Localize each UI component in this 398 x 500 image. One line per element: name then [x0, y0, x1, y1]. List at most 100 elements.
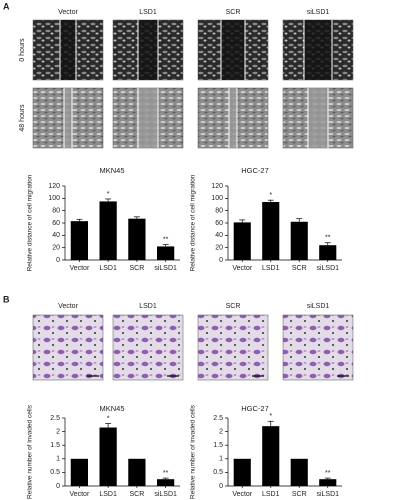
bar [128, 218, 146, 260]
significance-mark: ** [163, 470, 169, 477]
micrograph [197, 314, 269, 381]
wound-gap [221, 20, 245, 80]
x-tick-label: Vector [232, 491, 253, 498]
column-label: SCR [226, 9, 241, 16]
column-label: LSD1 [139, 9, 157, 16]
x-tick-label: Vector [232, 265, 253, 272]
y-tick-label: 2 [56, 428, 60, 435]
y-tick-label: 40 [215, 232, 223, 239]
bar [319, 479, 337, 486]
x-tick-label: LSD1 [99, 491, 117, 498]
chart-title: HGC-27 [241, 404, 269, 413]
x-tick-label: SCR [292, 491, 307, 498]
y-tick-label: 80 [215, 208, 223, 215]
y-tick-label: 1 [56, 456, 60, 463]
y-axis-label: Relative number of invaded cells [27, 404, 34, 499]
panel-label: B [3, 294, 10, 304]
significance-mark: * [107, 191, 110, 198]
significance-mark: * [107, 415, 110, 422]
y-tick-label: 60 [52, 220, 60, 227]
bar [262, 426, 280, 486]
wound-gap [229, 88, 237, 148]
error-bar [105, 423, 112, 428]
bar [99, 201, 117, 260]
y-tick-label: 2.5 [213, 415, 223, 422]
bar [290, 221, 308, 260]
row-label: 0 hours [19, 38, 26, 62]
micrograph [112, 314, 184, 381]
y-tick-label: 120 [48, 183, 60, 190]
y-tick-label: 60 [215, 220, 223, 227]
bar [70, 221, 88, 260]
y-tick-label: 0.5 [50, 469, 60, 476]
x-tick-label: Vector [69, 491, 90, 498]
bar [157, 246, 175, 260]
micrograph [282, 314, 354, 381]
y-tick-label: 1.5 [50, 442, 60, 449]
column-label: siLSD1 [307, 303, 330, 310]
y-tick-label: 0 [56, 257, 60, 264]
column-label: LSD1 [139, 303, 157, 310]
column-label: Vector [58, 9, 79, 16]
bar [233, 222, 251, 260]
chart-title: MKN45 [99, 166, 124, 175]
significance-mark: ** [325, 470, 331, 477]
y-tick-label: 40 [52, 232, 60, 239]
y-tick-label: 1.5 [213, 442, 223, 449]
error-bar [239, 219, 246, 223]
x-tick-label: siLSD1 [316, 491, 339, 498]
y-tick-label: 120 [211, 183, 223, 190]
error-bar [162, 477, 169, 480]
error-bar [105, 198, 112, 202]
x-tick-label: LSD1 [262, 265, 280, 272]
significance-mark: * [269, 413, 272, 420]
chart-title: HGC-27 [241, 166, 269, 175]
error-bar [324, 242, 331, 246]
error-bar [76, 218, 83, 222]
y-tick-label: 100 [48, 195, 60, 202]
bar [290, 458, 308, 486]
bar [70, 458, 88, 486]
y-tick-label: 0 [219, 257, 223, 264]
significance-mark: * [269, 192, 272, 199]
y-tick-label: 100 [211, 195, 223, 202]
column-label: Vector [58, 303, 79, 310]
y-tick-label: 0.5 [213, 469, 223, 476]
y-tick-label: 20 [52, 245, 60, 252]
error-bar [267, 420, 274, 427]
wound-gap [304, 20, 332, 80]
x-tick-label: SCR [292, 265, 307, 272]
bar [157, 479, 175, 486]
y-tick-label: 1 [219, 456, 223, 463]
y-axis-label: Relative distance of cell migration [27, 174, 34, 271]
row-label: 48 hours [19, 104, 26, 132]
column-label: siLSD1 [307, 9, 330, 16]
wound-gap [308, 88, 328, 148]
x-tick-label: siLSD1 [316, 265, 339, 272]
x-tick-label: Vector [69, 265, 90, 272]
error-bar [296, 218, 303, 222]
x-tick-label: LSD1 [262, 491, 280, 498]
error-bar [133, 216, 140, 219]
error-bar [267, 199, 274, 203]
y-tick-label: 2.5 [50, 415, 60, 422]
y-axis-label: Relative number of invaded cells [190, 404, 197, 499]
x-tick-label: LSD1 [99, 265, 117, 272]
bar [233, 458, 251, 486]
bar [319, 245, 337, 260]
bar [128, 458, 146, 486]
column-label: SCR [226, 303, 241, 310]
y-tick-label: 80 [52, 208, 60, 215]
error-bar [324, 477, 331, 480]
bar [262, 202, 280, 260]
y-tick-label: 2 [219, 428, 223, 435]
x-tick-label: SCR [129, 491, 144, 498]
x-tick-label: SCR [129, 265, 144, 272]
panel-label: A [3, 1, 10, 11]
error-bar [162, 244, 169, 247]
wound-gap [138, 88, 158, 148]
bar [99, 427, 117, 486]
x-tick-label: siLSD1 [154, 491, 177, 498]
chart-title: MKN45 [99, 404, 124, 413]
wound-gap [60, 20, 76, 80]
